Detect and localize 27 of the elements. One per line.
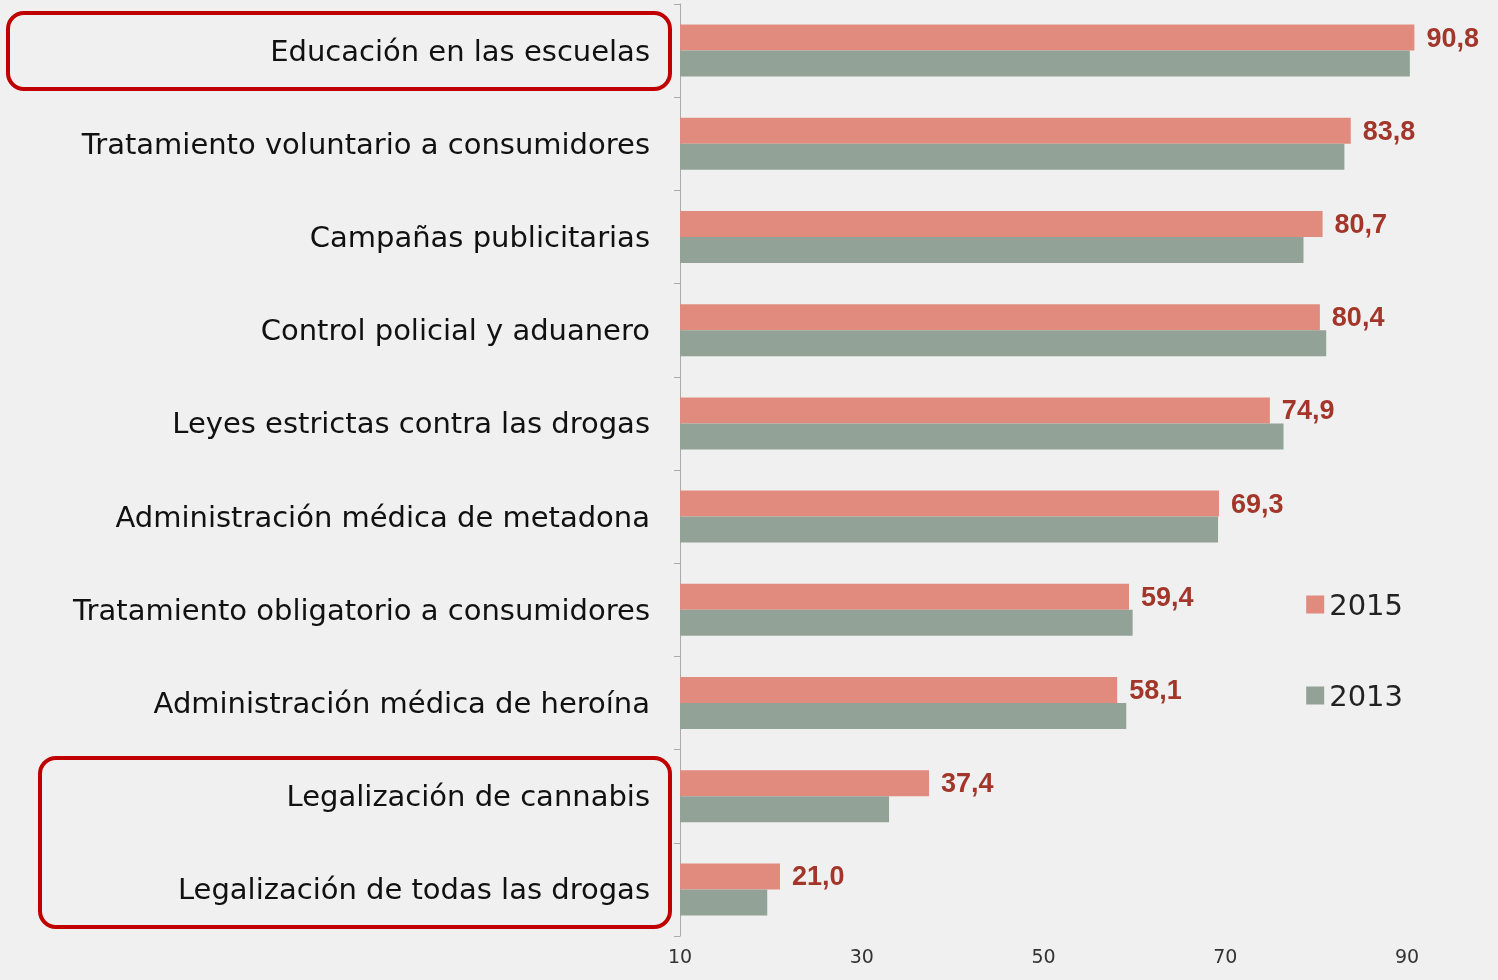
data-label: 74,9 <box>1281 395 1335 426</box>
x-tick-label: 90 <box>1395 944 1420 967</box>
y-tick-label: Legalización de todas las drogas <box>177 872 650 907</box>
y-tick-label: Tratamiento obligatorio a consumidores <box>72 592 650 627</box>
x-tick-label: 50 <box>1031 944 1056 967</box>
x-tick-label: 30 <box>849 944 874 967</box>
x-tick-label: 70 <box>1213 944 1238 967</box>
y-tick-label: Administración médica de metadona <box>115 499 650 534</box>
y-tick-label: Legalización de cannabis <box>286 779 650 814</box>
y-tick-label: Tratamiento voluntario a consumidores <box>80 126 650 161</box>
y-tick-label: Campañas publicitarias <box>309 220 650 254</box>
data-label: 21,0 <box>791 861 845 892</box>
y-tick-label: Educación en las escuelas <box>270 33 650 68</box>
y-tick-label: Administración médica de heroína <box>153 686 650 720</box>
y-tick-label: Leyes estrictas contra las drogas <box>172 406 650 441</box>
data-label: 90,8 <box>1426 22 1479 53</box>
legend-label: 2013 <box>1329 678 1404 713</box>
data-label: 37,4 <box>941 768 994 799</box>
legend-label: 2015 <box>1329 587 1404 622</box>
data-label: 83,8 <box>1362 115 1416 146</box>
x-tick-label: 10 <box>667 944 693 967</box>
data-label: 69,3 <box>1230 488 1284 519</box>
data-label: 80,7 <box>1334 209 1388 239</box>
data-label: 58,1 <box>1129 675 1182 705</box>
data-label: 59,4 <box>1140 581 1194 612</box>
y-tick-label: Control policial y aduanero <box>260 313 650 348</box>
data-label: 80,4 <box>1331 302 1385 333</box>
